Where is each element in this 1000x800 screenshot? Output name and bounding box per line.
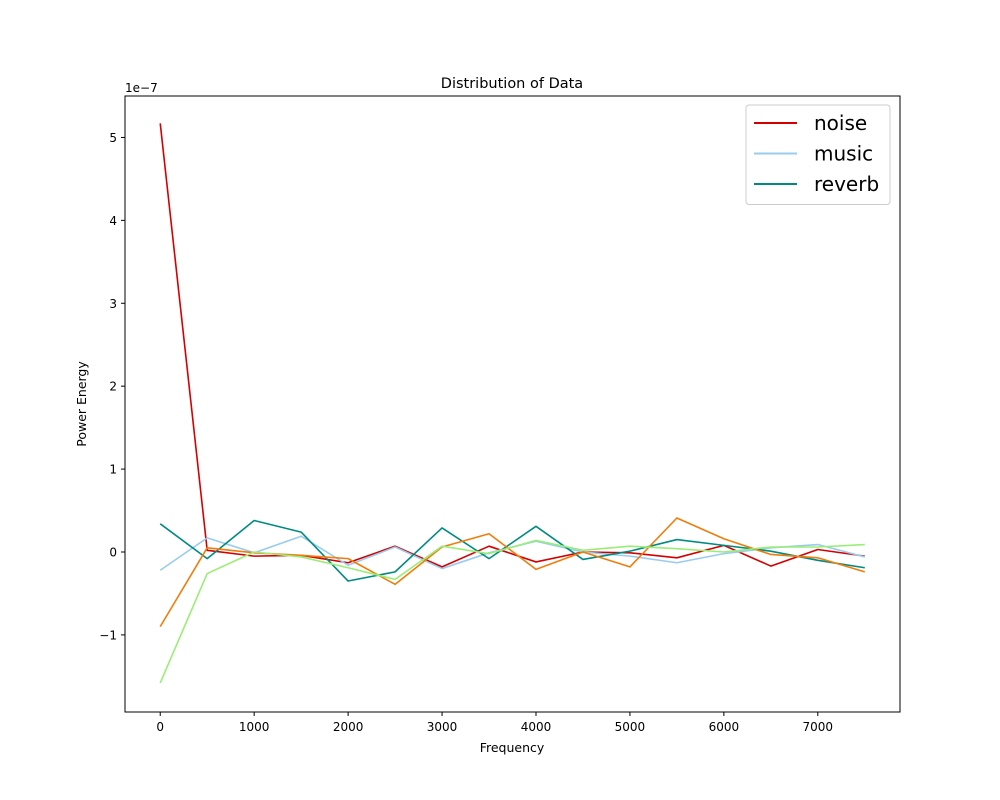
axes-frame xyxy=(124,95,901,713)
y-tick-label: 2 xyxy=(109,380,117,394)
y-tick-label: −1 xyxy=(99,628,117,642)
y-tick-label: 5 xyxy=(109,131,117,145)
series-line-reverb xyxy=(159,519,865,582)
y-tick-label: 1 xyxy=(109,463,117,477)
y-axis-label: Power Energy xyxy=(74,361,89,447)
series-line-noise xyxy=(159,123,865,568)
x-tick-label: 0 xyxy=(156,720,164,734)
x-axis-label: Frequency xyxy=(480,740,545,755)
chart-title: Distribution of Data xyxy=(441,76,583,92)
series-line-unlabeled-4 xyxy=(159,539,865,684)
y-tick-label: 3 xyxy=(109,297,117,311)
legend-label-reverb: reverb xyxy=(814,172,879,196)
series-line-unlabeled-3 xyxy=(159,517,866,628)
y-axis-scale-label: 1e−7 xyxy=(125,81,158,95)
x-tick-label: 1000 xyxy=(239,720,270,734)
x-tick-label: 2000 xyxy=(333,720,364,734)
legend-label-noise: noise xyxy=(814,111,867,135)
legend-box xyxy=(745,104,891,205)
x-tick-label: 7000 xyxy=(803,720,834,734)
y-tick-label: 4 xyxy=(109,214,117,228)
plot-area: 0 1000 2000 3000 4000 5000 6000 7000 −1 0 1 2 3 4 5 xyxy=(99,95,901,734)
x-tick-label: 3000 xyxy=(427,720,458,734)
x-tick-label: 6000 xyxy=(709,720,740,734)
legend-label-music: music xyxy=(814,142,873,166)
x-tick-label: 5000 xyxy=(615,720,646,734)
legend: noise music reverb xyxy=(745,104,891,205)
x-tick-label: 4000 xyxy=(521,720,552,734)
y-tick-label: 0 xyxy=(109,545,117,559)
